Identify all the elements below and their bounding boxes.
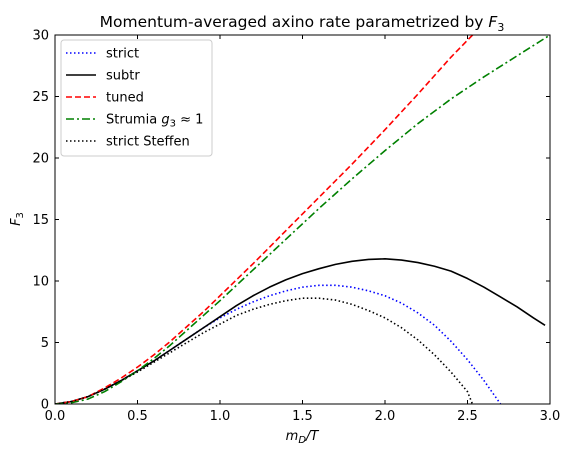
y-axis-label: F3 — [9, 212, 26, 226]
tick-labels: 0.0 0.5 1.0 1.5 2.0 2.5 3.0 0 5 10 15 20 25 30 — [32, 29, 560, 425]
y-tick-label: 30 — [32, 29, 49, 44]
x-tick-label: 2.5 — [457, 409, 478, 424]
series-line-4 — [55, 297, 474, 404]
y-tick-label: 10 — [32, 275, 49, 290]
chart-title-sub: 3 — [497, 21, 504, 34]
x-tick-label: 3.0 — [540, 409, 561, 424]
chart-title-main: Momentum-averaged axino rate parametrize… — [100, 13, 489, 31]
y-tick-label: 20 — [32, 152, 49, 167]
legend-entries: strict subtr tuned Strumia g3 ≈ 1 strict Ste… — [66, 47, 203, 150]
chart-title-var: F — [488, 13, 498, 31]
series-line-1 — [55, 258, 546, 404]
legend-label-4: strict Steffen — [106, 135, 190, 150]
chart-title: Momentum-averaged axino rate parametrize… — [100, 13, 505, 34]
y-tick-label: 25 — [32, 90, 49, 105]
y-tick-label: 0 — [41, 398, 49, 413]
x-axis-label-m: m — [286, 429, 299, 444]
y-axis-label-f: F — [9, 218, 24, 226]
y-tick-label: 15 — [32, 213, 49, 228]
x-axis-label: mD/T — [286, 429, 320, 446]
x-tick-label: 0.0 — [45, 409, 66, 424]
y-tick-label: 5 — [41, 336, 49, 351]
plot-lines — [55, 35, 550, 404]
legend-box — [60, 39, 213, 157]
legend-label-3: Strumia g3 ≈ 1 — [106, 113, 203, 130]
series-line-3 — [55, 35, 550, 404]
x-tick-label: 0.5 — [127, 409, 148, 424]
x-axis-label-sub: D — [298, 435, 306, 446]
legend: strict subtr tuned Strumia g3 ≈ 1 strict Ste… — [60, 39, 213, 157]
legend-label-0: strict — [106, 47, 139, 62]
legend-label-2: tuned — [106, 91, 144, 106]
x-axis-label-rest: /T — [305, 429, 319, 444]
x-tick-label: 1.0 — [210, 409, 231, 424]
x-tick-label: 1.5 — [292, 409, 313, 424]
series-line-2 — [55, 35, 474, 404]
series-line-0 — [55, 284, 502, 404]
legend-label-1: subtr — [106, 69, 140, 84]
tick-marks — [54, 34, 551, 405]
x-tick-label: 2.0 — [375, 409, 396, 424]
y-axis-label-sub: 3 — [15, 212, 26, 218]
